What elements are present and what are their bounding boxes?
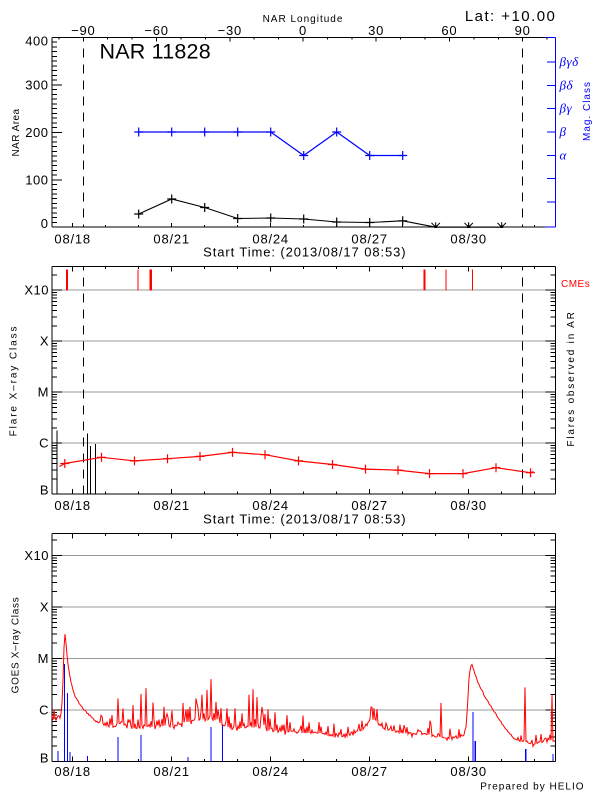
- svg-text:C: C: [39, 436, 49, 451]
- svg-text:100: 100: [25, 172, 48, 187]
- svg-text:M: M: [38, 385, 49, 400]
- svg-text:300: 300: [25, 77, 48, 92]
- svg-text:08/18: 08/18: [54, 764, 91, 779]
- svg-text:0: 0: [41, 216, 49, 231]
- svg-text:08/27: 08/27: [351, 764, 388, 779]
- svg-text:NAR 11828: NAR 11828: [100, 40, 211, 64]
- svg-text:08/30: 08/30: [450, 498, 487, 513]
- svg-text:βγ: βγ: [559, 101, 573, 116]
- svg-text:08/18: 08/18: [54, 498, 91, 513]
- svg-text:β: β: [559, 124, 567, 139]
- svg-text:B: B: [40, 750, 49, 765]
- svg-text:30: 30: [368, 23, 384, 38]
- svg-text:GOES X–ray Class: GOES X–ray Class: [11, 597, 22, 694]
- svg-text:08/21: 08/21: [153, 498, 190, 513]
- svg-text:08/27: 08/27: [351, 498, 388, 513]
- svg-text:08/27: 08/27: [351, 232, 388, 247]
- svg-text:08/21: 08/21: [153, 232, 190, 247]
- svg-text:Flares observed in AR: Flares observed in AR: [566, 310, 577, 446]
- svg-text:08/24: 08/24: [252, 232, 289, 247]
- svg-text:08/21: 08/21: [153, 764, 190, 779]
- svg-text:X: X: [40, 334, 49, 349]
- svg-text:0: 0: [299, 23, 307, 38]
- svg-text:08/30: 08/30: [450, 232, 487, 247]
- svg-text:400: 400: [25, 34, 48, 49]
- svg-text:X10: X10: [24, 548, 49, 563]
- svg-text:C: C: [39, 702, 49, 717]
- svg-text:08/24: 08/24: [252, 764, 289, 779]
- svg-text:NAR Area: NAR Area: [11, 108, 22, 156]
- svg-text:08/24: 08/24: [252, 498, 289, 513]
- svg-text:βδ: βδ: [559, 77, 574, 92]
- svg-text:NAR Longitude: NAR Longitude: [263, 14, 344, 25]
- svg-text:08/30: 08/30: [450, 764, 487, 779]
- svg-text:90: 90: [515, 23, 531, 38]
- svg-text:X10: X10: [24, 283, 49, 298]
- svg-text:−90: −90: [71, 23, 95, 38]
- svg-text:200: 200: [25, 125, 48, 140]
- svg-text:Lat: +10.00: Lat: +10.00: [465, 8, 556, 25]
- svg-text:CMEs: CMEs: [561, 279, 590, 290]
- svg-text:−30: −30: [218, 23, 242, 38]
- svg-text:−60: −60: [144, 23, 168, 38]
- svg-text:60: 60: [441, 23, 457, 38]
- svg-text:M: M: [38, 651, 49, 666]
- svg-text:08/18: 08/18: [54, 232, 91, 247]
- svg-text:βγδ: βγδ: [559, 54, 580, 69]
- svg-text:Flare X–ray Class: Flare X–ray Class: [9, 325, 20, 437]
- svg-text:Mag. Class: Mag. Class: [582, 81, 593, 141]
- svg-text:X: X: [40, 599, 49, 614]
- svg-text:Start Time: (2013/08/17 08:53): Start Time: (2013/08/17 08:53): [203, 512, 406, 527]
- svg-text:B: B: [40, 483, 49, 498]
- svg-text:Prepared by HELIO: Prepared by HELIO: [480, 782, 584, 793]
- svg-text:Start Time: (2013/08/17 08:53): Start Time: (2013/08/17 08:53): [203, 245, 406, 260]
- svg-text:α: α: [560, 147, 568, 162]
